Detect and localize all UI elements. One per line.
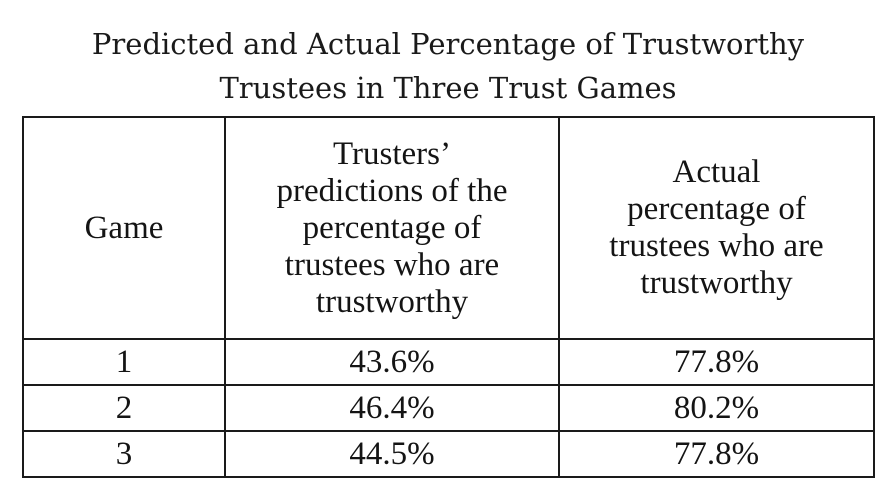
- cell-predicted: 43.6%: [224, 338, 560, 386]
- header-predicted-line: Trusters’: [333, 135, 451, 172]
- header-actual: Actual percentage of trustees who are tr…: [558, 116, 875, 340]
- table-row: 2 46.4% 80.2%: [22, 384, 875, 432]
- cell-predicted: 46.4%: [224, 384, 560, 432]
- table-title: Predicted and Actual Percentage of Trust…: [0, 22, 896, 110]
- header-predicted-line: percentage of: [302, 209, 482, 246]
- header-game-label: Game: [84, 209, 164, 246]
- cell-actual: 80.2%: [558, 384, 875, 432]
- cell-predicted: 44.5%: [224, 430, 560, 478]
- header-predicted-line: trustworthy: [315, 283, 469, 320]
- table-title-line-1: Predicted and Actual Percentage of Trust…: [91, 27, 805, 61]
- cell-game: 1: [22, 338, 226, 386]
- table-row: 3 44.5% 77.8%: [22, 430, 875, 478]
- cell-game: 2: [22, 384, 226, 432]
- cell-actual: 77.8%: [558, 430, 875, 478]
- header-actual-line: percentage of: [627, 191, 806, 227]
- cell-actual: 77.8%: [558, 338, 875, 386]
- header-predicted-line: trustees who are: [284, 246, 500, 283]
- header-actual-line: trustworthy: [640, 265, 793, 301]
- cell-game: 3: [22, 430, 226, 478]
- header-game: Game: [22, 116, 226, 340]
- table-row: 1 43.6% 77.8%: [22, 338, 875, 386]
- table-header-row: Game Trusters’ predictions of the percen…: [22, 116, 875, 340]
- header-actual-line: Actual: [672, 154, 761, 190]
- header-predicted: Trusters’ predictions of the percentage …: [224, 116, 560, 340]
- table-title-line-2: Trustees in Three Trust Games: [219, 71, 677, 105]
- trust-games-table: Game Trusters’ predictions of the percen…: [22, 116, 875, 478]
- header-actual-line: trustees who are: [609, 228, 824, 264]
- header-predicted-line: predictions of the: [276, 172, 508, 209]
